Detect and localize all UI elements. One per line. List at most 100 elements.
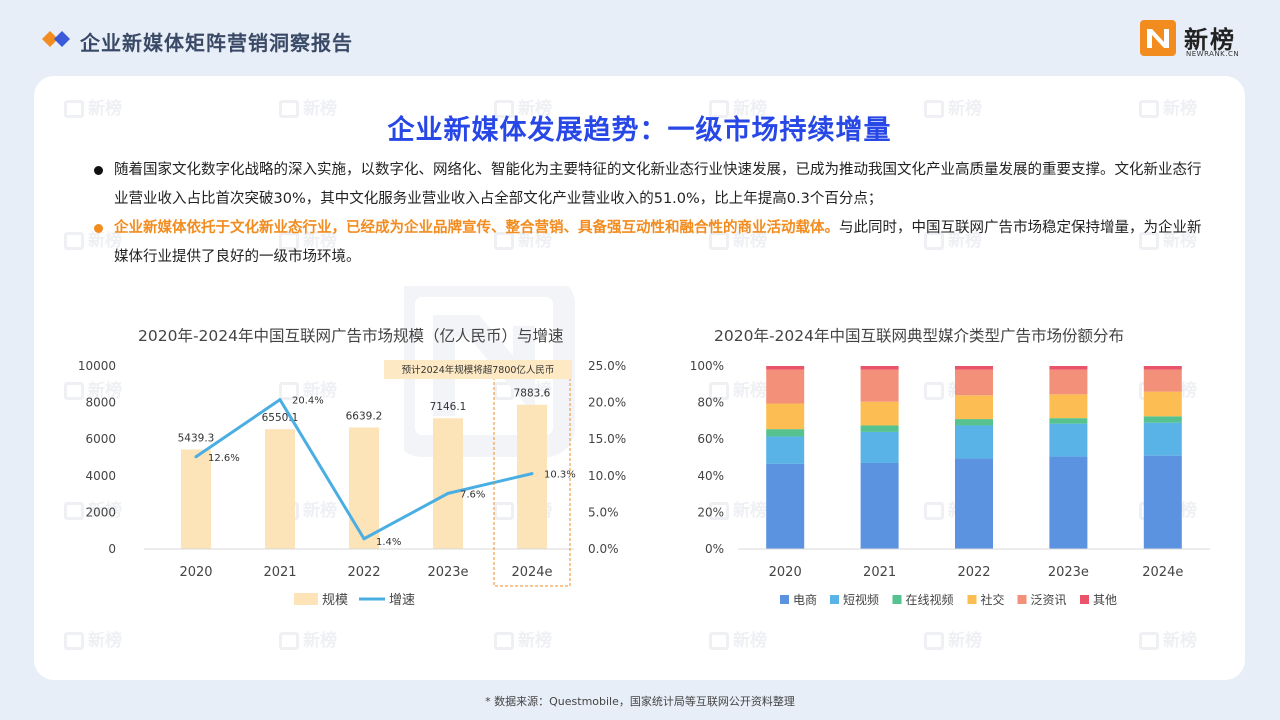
- stacked-bar-segment: [955, 419, 993, 426]
- y-tick-label: 100%: [690, 359, 724, 373]
- legend-swatch: [1080, 595, 1089, 604]
- y-left-tick-label: 0: [108, 542, 116, 556]
- y-left-tick-label: 2000: [85, 505, 116, 519]
- watermark-logo: 新榜: [279, 626, 337, 651]
- legend-label: 泛资讯: [1031, 593, 1067, 607]
- watermark-logo: 新榜: [64, 626, 122, 651]
- x-tick-label: 2023e: [427, 565, 468, 580]
- x-tick-label: 2024e: [1142, 565, 1183, 580]
- stacked-bar-segment: [1143, 455, 1182, 549]
- stacked-bar-segment: [955, 425, 993, 459]
- line-data-label: 1.4%: [376, 537, 401, 548]
- stacked-bar-segment: [1143, 366, 1182, 370]
- watermark-logo: 新榜: [1139, 626, 1197, 651]
- stacked-bar-segment: [766, 429, 805, 437]
- legend-label: 社交: [981, 592, 1005, 607]
- stacked-bar-segment: [1049, 456, 1088, 549]
- bullet-dot: [94, 166, 103, 175]
- legend-label: 短视频: [843, 592, 879, 607]
- stacked-bar-segment: [955, 458, 993, 549]
- stacked-bar-segment: [1049, 394, 1088, 419]
- x-tick-label: 2021: [263, 565, 296, 580]
- x-tick-label: 2020: [769, 565, 802, 580]
- bar: [265, 429, 295, 549]
- bar: [433, 418, 463, 549]
- legend-label: 其他: [1093, 593, 1117, 607]
- line-point: [362, 537, 366, 541]
- bar-data-label: 7883.6: [514, 388, 551, 400]
- line-data-label: 12.6%: [208, 453, 240, 464]
- stacked-bar-segment: [766, 463, 805, 549]
- y-right-tick-label: 0.0%: [588, 542, 619, 556]
- report-title: 企业新媒体矩阵营销洞察报告: [80, 31, 353, 55]
- logo-text: 新榜: [1184, 26, 1236, 54]
- stacked-bar-segment: [860, 366, 899, 370]
- stacked-bar-segment: [1143, 422, 1182, 456]
- report-header: 企业新媒体矩阵营销洞察报告 新榜 NEWRANK.CN: [0, 0, 1280, 76]
- stacked-bar-segment: [1143, 391, 1182, 417]
- stacked-bar-segment: [955, 369, 993, 396]
- stacked-bar-segment: [1049, 418, 1088, 424]
- y-right-tick-label: 25.0%: [588, 359, 626, 373]
- ad-market-size-chart: 0 2000 4000 6000 8000 10000 0.0% 5.0% 10.0% 15.0%…: [78, 359, 626, 608]
- legend-label: 规模: [322, 593, 348, 608]
- x-tick-label: 2022: [347, 565, 380, 580]
- legend-label: 电商: [793, 592, 817, 607]
- watermark-logo: 新榜: [709, 626, 767, 651]
- diamond-bullet-icon: [42, 31, 70, 47]
- y-right-tick-label: 5.0%: [588, 505, 619, 519]
- bullet-item: 企业新媒体依托于文化新业态行业，已经成为企业品牌宣传、整合营销、具备强互动性和融…: [94, 214, 1204, 272]
- legend-label: 增速: [389, 593, 415, 608]
- stacked-bar-segment: [860, 425, 899, 432]
- legend-swatch: [780, 595, 789, 604]
- newrank-logo-icon: [1140, 20, 1176, 56]
- y-left-tick-label: 4000: [85, 469, 116, 483]
- stacked-bar-segment: [860, 369, 899, 402]
- x-tick-label: 2020: [179, 565, 212, 580]
- stacked-bar-segment: [766, 436, 805, 464]
- left-chart-title: 2020年-2024年中国互联网广告市场规模（亿人民币）与增速: [138, 327, 564, 345]
- media-share-chart: 0% 20% 40% 60% 80% 100% 2020 2021 2022 2023e 2024e…: [690, 359, 1210, 607]
- bullet-dot: [94, 224, 103, 233]
- main-title: 企业新媒体发展趋势：一级市场持续增量: [387, 115, 892, 146]
- y-tick-label: 0%: [705, 542, 724, 556]
- x-tick-label: 2023e: [1048, 565, 1089, 580]
- y-tick-label: 20%: [697, 505, 724, 519]
- line-point: [278, 398, 282, 402]
- right-chart-title: 2020年-2024年中国互联网典型媒介类型广告市场份额分布: [714, 327, 1124, 345]
- stacked-bar-segment: [1049, 366, 1088, 370]
- line-point: [530, 472, 534, 476]
- y-tick-label: 80%: [697, 396, 724, 410]
- bullet-item: 随着国家文化数字化战略的深入实施，以数字化、网络化、智能化为主要特征的文化新业态…: [94, 156, 1204, 214]
- y-left-tick-label: 10000: [78, 359, 116, 373]
- y-right-tick-label: 15.0%: [588, 432, 626, 446]
- bullet-text: 与此同时，中国互联网广告市场稳定保持增量，为企业新媒体行业提供了良好的一级市场环…: [114, 220, 1202, 265]
- x-tick-label: 2022: [957, 565, 990, 580]
- legend-bar-swatch: [294, 593, 318, 605]
- forecast-annotation-box: [384, 360, 572, 379]
- line-point: [446, 491, 450, 495]
- legend-swatch: [1017, 595, 1027, 604]
- newrank-logo[interactable]: 新榜 NEWRANK.CN: [1140, 20, 1250, 60]
- legend-swatch: [830, 595, 839, 604]
- legend-swatch: [892, 595, 902, 604]
- stacked-bar-segment: [1049, 369, 1088, 395]
- forecast-annotation: 预计2024年规模将超7800亿人民币: [402, 364, 555, 376]
- watermark-logo: 新榜: [924, 626, 982, 651]
- watermark-logo: 新榜: [494, 626, 552, 651]
- bar-data-label: 6639.2: [346, 411, 383, 423]
- y-left-tick-label: 6000: [85, 432, 116, 446]
- y-left-tick-label: 8000: [85, 396, 116, 410]
- line-data-label: 10.3%: [544, 470, 576, 481]
- bar: [349, 427, 379, 549]
- logo-subtext: NEWRANK.CN: [1186, 50, 1240, 58]
- stacked-bar-segment: [766, 369, 805, 404]
- bullet-highlight: 企业新媒体依托于文化新业态行业，已经成为企业品牌宣传、整合营销、具备强互动性和融…: [114, 220, 839, 236]
- stacked-bar-segment: [860, 431, 899, 463]
- stacked-bar-segment: [860, 401, 899, 426]
- line-data-label: 7.6%: [460, 489, 485, 500]
- line-data-label: 20.4%: [292, 396, 324, 407]
- bar-data-label: 7146.1: [430, 401, 467, 413]
- y-right-tick-label: 10.0%: [588, 469, 626, 483]
- stacked-bar-segment: [1049, 423, 1088, 457]
